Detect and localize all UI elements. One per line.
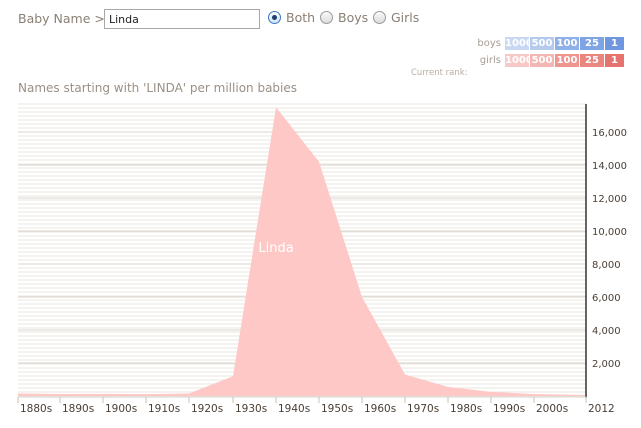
radio-girls-label[interactable]: Girls (391, 10, 420, 25)
current-rank-label: Current rank: (411, 68, 468, 78)
radio-boys-label[interactable]: Boys (338, 10, 369, 25)
x-tick-label: 1930s (235, 403, 267, 415)
x-tick-label: 1900s (105, 403, 137, 415)
rank-girls-100: 100 (555, 54, 579, 67)
x-tick-label: 1950s (321, 403, 353, 415)
radio-both[interactable]: Both (268, 10, 315, 25)
radio-boys[interactable]: Boys (320, 10, 368, 25)
rank-girls-500: 500 (530, 54, 554, 67)
rank-boys-500: 500 (530, 37, 554, 50)
x-tick-label: 1920s (191, 403, 223, 415)
x-tick-label: 2000s (536, 403, 568, 415)
x-tick-label: 1940s (278, 403, 310, 415)
chart-title: Names starting with 'LINDA' per million … (18, 81, 298, 95)
radio-girls-icon[interactable] (373, 11, 386, 24)
y-tick-label: 6,000 (592, 293, 621, 304)
chart-area-layer: Linda (18, 107, 586, 396)
rank-boys-label: boys (477, 38, 501, 49)
x-tick-label: 1960s (364, 403, 396, 415)
y-tick-label: 8,000 (592, 260, 621, 271)
series-area-linda[interactable] (18, 107, 586, 396)
rank-girls-label: girls (479, 55, 501, 66)
series-label-linda: Linda (258, 241, 293, 256)
x-tick-label: 1990s (493, 403, 525, 415)
radio-girls[interactable]: Girls (373, 10, 419, 25)
y-tick-label: 4,000 (592, 326, 621, 337)
y-tick-label: 2,000 (592, 359, 621, 370)
rank-girls-1: 1 (605, 54, 624, 67)
x-tick-label: 1910s (148, 403, 180, 415)
y-tick-label: 12,000 (592, 194, 627, 205)
rank-boys-1: 1 (605, 37, 624, 50)
y-tick-label: 14,000 (592, 161, 627, 172)
x-tick-label: 2012 (588, 403, 615, 415)
baby-name-input[interactable] (104, 9, 260, 29)
x-tick-label: 1880s (20, 403, 52, 415)
baby-name-label: Baby Name > (18, 11, 105, 26)
rank-boys-100: 100 (555, 37, 579, 50)
y-tick-label: 10,000 (592, 227, 627, 238)
x-tick-label: 1890s (62, 403, 94, 415)
radio-both-icon[interactable] (268, 11, 281, 24)
rank-boys-25: 25 (580, 37, 604, 50)
radio-boys-icon[interactable] (320, 11, 333, 24)
x-tick-label: 1980s (450, 403, 482, 415)
rank-boys-1000: 1000 (505, 37, 533, 50)
radio-both-label[interactable]: Both (286, 10, 316, 25)
x-tick-label: 1970s (407, 403, 439, 415)
rank-girls-25: 25 (580, 54, 604, 67)
y-tick-label: 16,000 (592, 128, 627, 139)
chart-tick-layer: 1880s 1890s 1900s 1910s 1920s 1930s 1940s 1950s… (17, 128, 627, 415)
rank-girls-1000: 1000 (505, 54, 533, 67)
